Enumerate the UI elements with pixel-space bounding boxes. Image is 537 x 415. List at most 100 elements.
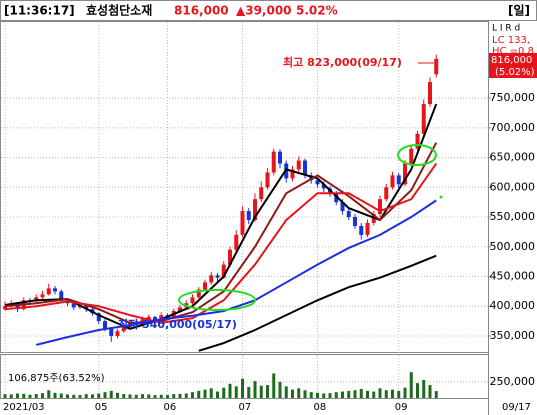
volume-bar: [16, 393, 19, 398]
volume-bar: [109, 390, 113, 398]
candle-body: [221, 264, 226, 278]
volume-bar: [347, 390, 351, 398]
y-tick-label: 700,000: [490, 121, 536, 134]
volume-bar: [378, 388, 382, 398]
candle-body: [315, 180, 320, 185]
volume-bar: [259, 385, 263, 398]
volume-bar: [84, 394, 88, 398]
volume-bar: [391, 389, 394, 398]
volume-bar: [359, 388, 363, 398]
candle-body: [53, 288, 57, 292]
volume-bar: [41, 393, 44, 398]
toolbar[interactable]: L I R d: [492, 24, 520, 34]
y-tick-label: 350,000: [490, 329, 536, 342]
candle-body: [384, 187, 389, 200]
volume-bar: [353, 390, 357, 398]
volume-bar: [428, 385, 432, 398]
volume-bar: [78, 395, 82, 398]
volume-bar: [366, 390, 369, 398]
candle-body: [115, 331, 120, 336]
volume-bar: [172, 394, 176, 398]
y-tick-label: 650,000: [490, 151, 536, 164]
candle-body: [71, 303, 76, 308]
volume-bar: [434, 391, 438, 398]
y-tick-label: 550,000: [490, 210, 536, 223]
y-tick-label: 400,000: [490, 299, 536, 312]
candle-body: [359, 225, 364, 235]
candle-body: [40, 294, 45, 298]
volume-bar: [59, 393, 63, 398]
candle-body: [265, 172, 270, 188]
volume-bar: [397, 390, 401, 398]
x-tick-label: 2021/03: [3, 402, 45, 413]
volume-bar: [122, 394, 126, 398]
rate-box: [489, 66, 537, 78]
candle-body: [409, 148, 414, 164]
volume-bar: [216, 391, 219, 398]
volume-bar: [266, 385, 269, 398]
candle-body: [159, 315, 164, 322]
moving-average: [4, 162, 438, 324]
volume-bar: [284, 386, 288, 398]
highlight-ellipse: [397, 144, 437, 166]
volume-bar: [409, 372, 413, 398]
candle-body: [278, 151, 282, 164]
volume-bar: [178, 393, 182, 398]
price-box-text: 816,000: [491, 55, 532, 66]
volume-bar: [291, 389, 294, 398]
low-annotation: 최저 340,000(05/17): [118, 317, 237, 331]
x-tick-label: 09: [395, 402, 408, 413]
x-tick-label: 05: [95, 402, 108, 413]
header-change: ▲39,000: [236, 4, 292, 18]
candle-body: [196, 289, 201, 298]
volume-bar: [372, 391, 376, 398]
candle-body: [271, 151, 276, 173]
candle-body: [421, 104, 426, 134]
volume-bar: [66, 394, 69, 398]
header-rate: 5.02%: [296, 4, 338, 18]
volume-bar: [303, 390, 307, 398]
candle-body: [96, 313, 101, 322]
candle-body: [296, 160, 301, 170]
candle-body: [59, 291, 64, 301]
volume-bar: [34, 394, 38, 398]
candle-body: [209, 275, 214, 283]
indicator-lc: LC 133,: [492, 35, 530, 46]
volume-bar: [222, 387, 226, 398]
x-tick-label: 06: [164, 402, 177, 413]
candle-body: [403, 163, 407, 185]
candle-body: [203, 282, 207, 290]
candle-body: [253, 199, 257, 220]
candle-body: [434, 58, 439, 75]
volume-bar: [334, 392, 338, 398]
volume-bar: [234, 386, 238, 398]
moving-average: [198, 254, 437, 352]
y-tick-label: 750,000: [490, 91, 536, 104]
candle-body: [240, 211, 245, 235]
marker-dot: [439, 195, 443, 199]
volume-bar: [403, 387, 407, 398]
volume-bar: [166, 395, 169, 398]
candle-body: [353, 217, 357, 226]
volume-bar: [297, 388, 301, 398]
volume-bar: [116, 392, 119, 398]
candle-body: [378, 199, 382, 215]
candle-body: [215, 275, 220, 278]
volume-bar: [241, 378, 244, 398]
plot: 350,000 400,000 450,000 500,000 550,000 600,0…: [1, 22, 535, 413]
header-time: [11:36:17]: [4, 4, 75, 18]
volume-bar: [91, 394, 94, 398]
moving-average: [36, 199, 437, 346]
period-button[interactable]: [일]: [508, 4, 530, 18]
rate-box-text: (5.02%): [495, 67, 535, 78]
candle-body: [259, 187, 264, 200]
volume-bar: [128, 394, 132, 398]
volume-bar: [141, 394, 144, 398]
volume-bar: [309, 392, 313, 398]
candle-body: [346, 211, 351, 218]
candle-body: [334, 193, 339, 203]
y-tick-label: 600,000: [490, 180, 536, 193]
volume-bar: [191, 392, 194, 398]
